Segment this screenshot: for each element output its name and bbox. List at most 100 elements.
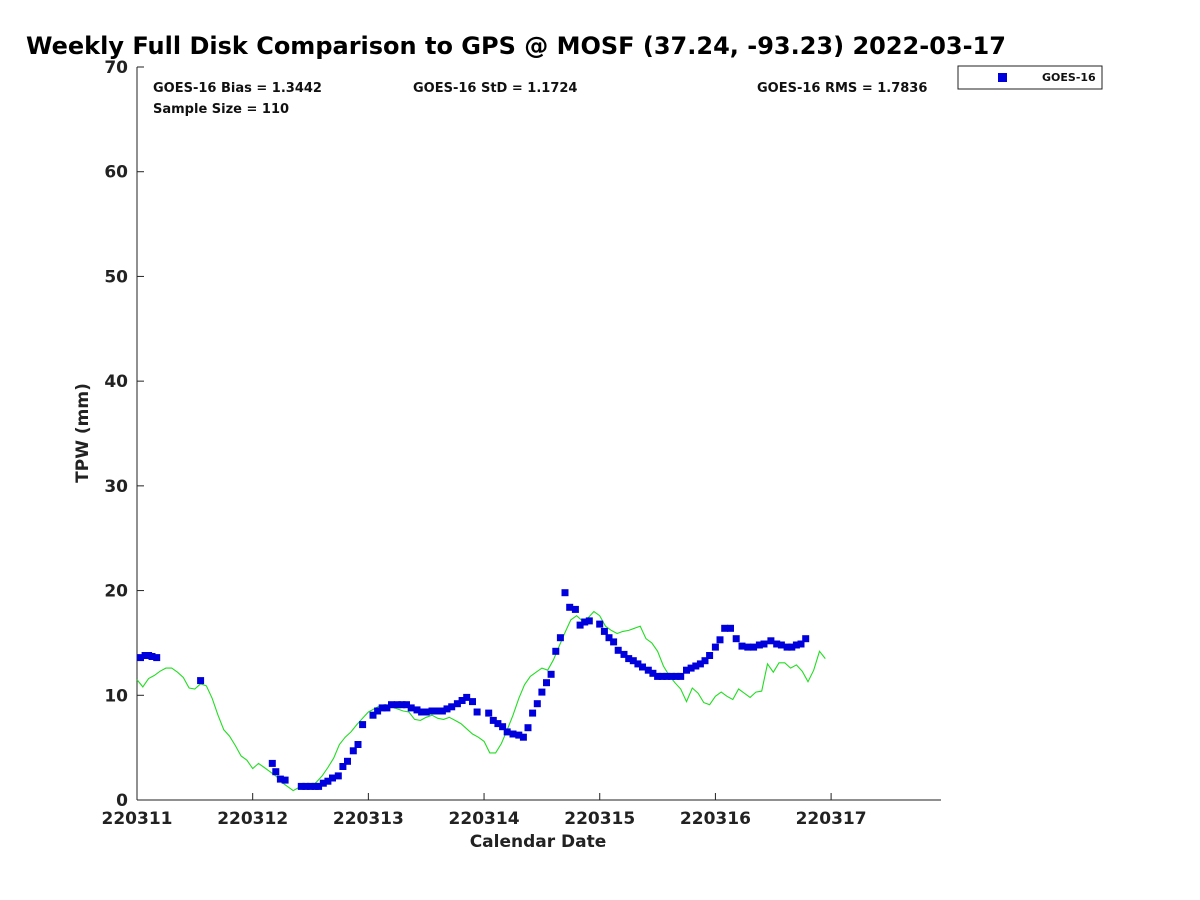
goes-16-point [773,640,781,648]
goes-16-point [354,741,362,748]
goes-16-point [458,697,466,704]
goes-16-point [319,779,327,787]
goes-16-point [494,720,502,728]
goes-16-point [334,772,342,780]
goes-16-point [443,705,451,713]
goes-16-point [302,782,310,790]
goes-16-point [706,652,714,659]
goes-16-point [153,654,161,662]
bias-stat: GOES-16 Bias = 1.3442 [153,81,322,96]
goes-16-point [519,733,527,741]
goes-16-point [581,618,589,626]
goes-16-point [561,589,569,597]
goes-16-point [529,709,537,717]
goes-16-point [378,704,386,712]
goes-16-point [499,723,507,731]
goes-16-point [369,711,377,719]
goes-16-point [398,701,406,709]
goes-16-point [610,638,618,646]
goes-16-point [672,672,680,680]
goes-16-point [383,704,391,712]
goes-16-point [197,677,205,685]
y-tick-label: 40 [104,372,128,392]
goes-16-point [663,672,671,680]
goes-16-point [644,666,652,674]
goes-16-point [281,776,289,784]
legend-box [957,65,1103,90]
x-tick-label: 220316 [680,809,751,829]
goes-16-point [489,716,497,724]
goes-16-point [596,620,604,628]
goes-16-point [792,641,800,649]
goes-16-point [509,730,517,738]
goes-16-point [148,653,156,660]
y-tick-label: 60 [104,163,128,183]
goes-16-point [600,627,608,635]
y-tick-label: 20 [104,582,128,602]
goes-16-point [552,647,560,655]
x-axis-label: Calendar Date [470,832,607,852]
goes-16-point [777,641,785,649]
legend-label: GOES-16 [1042,71,1096,84]
goes-16-point [711,643,719,651]
goes-16-point [533,700,541,708]
goes-16-point [272,768,280,776]
rms-stat: GOES-16 RMS = 1.7836 [757,81,927,96]
goes-16-point [463,693,471,701]
goes-16-point [374,707,382,715]
goes-16-point [571,605,579,613]
goes-16-point [658,672,666,680]
goes-16-point [677,672,685,680]
y-axis-label: TPW (mm) [73,383,93,483]
goes-16-point [297,782,305,790]
goes-16-point [692,662,700,670]
goes-16-point [547,670,555,678]
goes-16-point [324,777,332,785]
y-tick-label: 70 [104,58,128,78]
goes-16-point [620,650,628,658]
std-stat: GOES-16 StD = 1.1724 [413,81,577,96]
goes-16-point [767,637,775,645]
y-tick-label: 0 [116,791,128,811]
goes-16-point [307,782,314,790]
goes-16-point [137,654,144,662]
x-tick-label: 220314 [449,809,520,829]
goes-16-point [687,664,695,672]
y-axis-ticks: 0 10 20 30 40 50 60 70 [104,58,144,811]
goes-16-point [585,617,593,625]
goes-16-point [683,666,690,674]
gps-reference-line [136,610,826,792]
x-tick-label: 220317 [796,809,867,829]
goes-16-point [797,640,805,648]
goes-16-point [701,657,709,665]
goes-16-point [750,643,758,651]
y-tick-label: 10 [104,686,128,706]
goes-16-point [434,707,442,715]
goes-16-point [614,646,622,654]
goes-16-point [503,728,511,736]
goes-16-point [576,621,584,629]
goes-16-point [668,672,675,680]
x-tick-label: 220312 [217,809,288,829]
goes-16-point [649,669,657,677]
x-tick-label: 220315 [564,809,635,829]
goes-16-point [524,724,532,732]
goes-16-point [634,660,642,668]
goes-16-point [783,643,791,651]
goes-16-point [469,698,476,706]
goes-16-point [788,643,796,651]
goes-16-point [696,660,704,668]
goes-16-point [485,709,493,717]
goes-16-point [344,757,351,765]
goes-16-point [639,663,646,671]
plot-area: 0 10 20 30 40 50 60 70 220311 220312 220313 220314… [102,58,941,829]
goes-16-point [716,636,724,644]
goes-16-point [755,641,763,649]
goes-16-point [359,721,367,729]
goes-16-point [738,642,746,650]
goes-16-point [543,679,550,687]
x-tick-label: 220311 [102,809,173,829]
sample-size-stat: Sample Size = 110 [153,102,289,117]
goes-16-point [438,707,446,715]
